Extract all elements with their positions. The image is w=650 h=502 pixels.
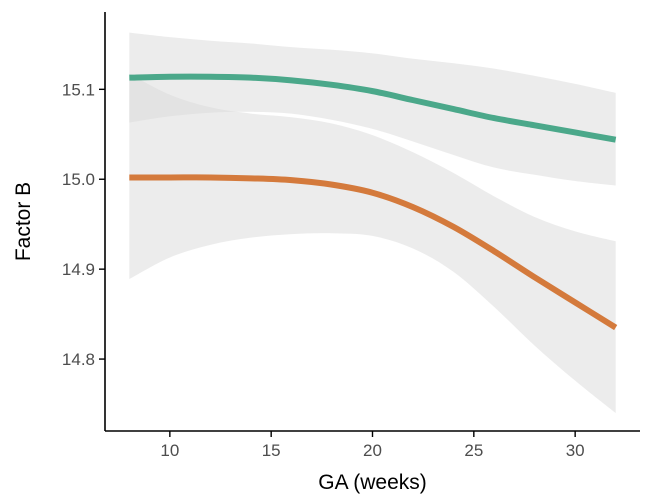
- confidence-bands: [129, 32, 616, 414]
- series-line-2: [129, 174, 618, 331]
- confidence-band-2: [129, 74, 616, 414]
- x-tick-label: 25: [464, 441, 483, 460]
- y-axis-ticks: 14.8 14.9 15.0 15.1: [62, 80, 105, 369]
- series-line-1: [129, 73, 617, 143]
- y-tick-label: 15.1: [62, 80, 95, 99]
- y-axis-title: Factor B: [12, 182, 35, 261]
- x-tick-label: 10: [160, 441, 179, 460]
- y-tick-label: 14.9: [62, 260, 95, 279]
- x-tick-label: 20: [363, 441, 382, 460]
- y-tick-label: 15.0: [62, 170, 95, 189]
- x-axis-ticks: 10 15 20 25 30: [160, 431, 585, 460]
- x-axis-title: GA (weeks): [318, 471, 427, 494]
- y-tick-label: 14.8: [62, 350, 95, 369]
- series-lines: [129, 73, 618, 331]
- x-tick-label: 30: [566, 441, 585, 460]
- confidence-band-1: [129, 32, 616, 186]
- x-tick-label: 15: [262, 441, 281, 460]
